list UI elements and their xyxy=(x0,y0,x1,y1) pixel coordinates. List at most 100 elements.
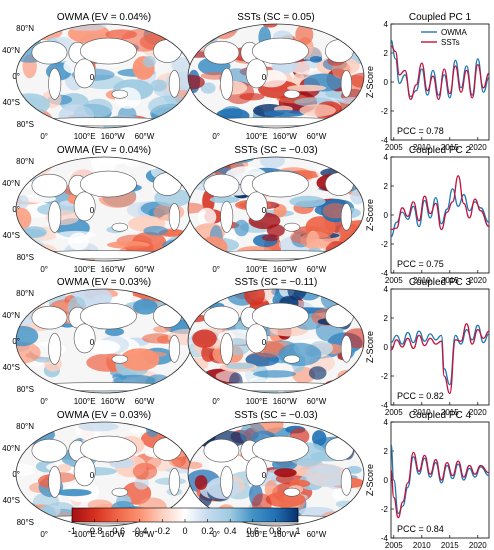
map-outline xyxy=(187,421,365,527)
map-zero-label: 0 xyxy=(90,73,95,82)
y-tick-label: 4 xyxy=(384,285,389,294)
pc-title: Coupled PC 2 xyxy=(409,145,472,156)
map-zero-label: 0 xyxy=(262,471,267,480)
lon-tick-label: 60°W xyxy=(307,265,327,274)
x-tick-label: 2020 xyxy=(469,541,487,550)
colorbar: -1 -0.8 -0.6 -0.4 -0.2 0 0.2 0.4 0.6 0.8 1 xyxy=(68,507,301,536)
x-tick-label: 2020 xyxy=(469,143,487,152)
lat-tick-label: 40°N xyxy=(2,179,20,188)
colorbar-tick-label: 0.8 xyxy=(269,526,282,536)
lat-tick-label: 40°S xyxy=(3,496,20,505)
owma-map-title: OWMA (EV = 0.04%) xyxy=(57,12,151,23)
lat-tick-label: 0° xyxy=(12,470,20,479)
y-tick-label: 2 xyxy=(384,447,389,456)
x-tick-label: 2020 xyxy=(469,408,487,417)
legend-label: OWMA xyxy=(441,28,467,37)
lon-tick-label: 0° xyxy=(40,397,48,406)
y-tick-label: 4 xyxy=(384,153,389,162)
lat-tick-label: 0° xyxy=(12,205,20,214)
lon-tick-label: 0° xyxy=(40,265,48,274)
colorbar-tick-label: 0.2 xyxy=(201,526,214,536)
lat-tick-label: 80°S xyxy=(17,518,34,527)
pcc-label: PCC = 0.82 xyxy=(397,391,444,401)
lat-tick-label: 80°S xyxy=(17,385,34,394)
lon-tick-label: 100°E xyxy=(246,132,268,141)
lat-tick-label: 0° xyxy=(12,337,20,346)
lon-tick-label: 160°W xyxy=(101,132,126,141)
colorbar-tick-label: -0.2 xyxy=(155,526,171,536)
lon-tick-label: 60°W xyxy=(135,530,155,539)
lon-tick-label: 60°W xyxy=(307,530,327,539)
lon-tick-label: 100°E xyxy=(74,132,96,141)
sst-map xyxy=(188,157,364,261)
lon-tick-label: 60°W xyxy=(135,397,155,406)
lat-tick-label: 40°S xyxy=(3,363,20,372)
map-outline xyxy=(187,288,365,394)
x-tick-label: 2010 xyxy=(413,408,431,417)
x-tick-label: 2010 xyxy=(413,143,431,152)
y-tick-label: -4 xyxy=(381,401,389,410)
x-tick-label: 2015 xyxy=(441,541,459,550)
owma-map xyxy=(16,289,192,393)
pc-title: Coupled PC 4 xyxy=(409,410,472,421)
lat-tick-label: 80°S xyxy=(17,120,34,129)
owma-map-title: OWMA (EV = 0.03%) xyxy=(57,277,151,288)
lat-tick-label: 40°N xyxy=(2,444,20,453)
lat-tick-label: 0° xyxy=(12,72,20,81)
lat-tick-label: 80°N xyxy=(16,157,34,166)
map-outline xyxy=(187,156,365,262)
lon-tick-label: 100°E xyxy=(74,530,96,539)
sst-series-line xyxy=(390,451,490,519)
sst-map-title: SSTs (SC = −0.03) xyxy=(234,410,317,421)
pcc-label: PCC = 0.84 xyxy=(397,524,444,534)
map-zero-label: 0 xyxy=(262,338,267,347)
pcc-label: PCC = 0.78 xyxy=(397,126,444,136)
lat-tick-label: 80°N xyxy=(16,289,34,298)
lon-tick-label: 160°W xyxy=(273,265,298,274)
y-tick-label: 0 xyxy=(384,211,389,220)
lat-tick-label: 80°N xyxy=(16,24,34,33)
lon-tick-label: 0° xyxy=(212,265,220,274)
map-zero-label: 0 xyxy=(90,206,95,215)
lon-tick-label: 0° xyxy=(40,132,48,141)
sst-map xyxy=(188,289,364,393)
y-tick-label: -2 xyxy=(381,107,389,116)
lon-tick-label: 60°W xyxy=(135,132,155,141)
lon-tick-label: 100°E xyxy=(74,397,96,406)
y-tick-label: -4 xyxy=(381,534,389,543)
x-tick-label: 2010 xyxy=(413,541,431,550)
lon-tick-label: 160°W xyxy=(101,397,126,406)
map-zero-label: 0 xyxy=(262,206,267,215)
x-tick-label: 2015 xyxy=(441,408,459,417)
lat-tick-label: 40°N xyxy=(2,311,20,320)
y-tick-label: 0 xyxy=(384,78,389,87)
lat-tick-label: 40°S xyxy=(3,231,20,240)
y-tick-label: 2 xyxy=(384,182,389,191)
lon-tick-label: 0° xyxy=(212,397,220,406)
pc-axes xyxy=(390,23,490,141)
x-tick-label: 2005 xyxy=(385,541,403,550)
owma-series-line xyxy=(390,324,490,386)
colorbar-tick-label: 0.4 xyxy=(224,526,237,536)
lon-tick-label: 100°E xyxy=(246,397,268,406)
sst-map-title: SSTs (SC = 0.05) xyxy=(237,12,315,23)
lon-tick-label: 100°E xyxy=(246,265,268,274)
lon-tick-label: 160°W xyxy=(273,530,298,539)
owma-map xyxy=(16,24,192,128)
x-tick-label: 2015 xyxy=(441,143,459,152)
x-tick-label: 2015 xyxy=(441,276,459,285)
x-tick-label: 2010 xyxy=(413,276,431,285)
lat-tick-label: 40°N xyxy=(2,46,20,55)
colorbar-tick-label: 0 xyxy=(182,526,187,536)
lon-tick-label: 60°W xyxy=(135,265,155,274)
colorbar-tick-label: -1 xyxy=(68,526,76,536)
owma-series-line xyxy=(390,39,490,99)
lon-tick-label: 100°E xyxy=(74,265,96,274)
y-tick-label: 4 xyxy=(384,20,389,29)
map-zero-label: 0 xyxy=(90,338,95,347)
lat-tick-label: 80°N xyxy=(16,422,34,431)
lon-tick-label: 0° xyxy=(40,530,48,539)
